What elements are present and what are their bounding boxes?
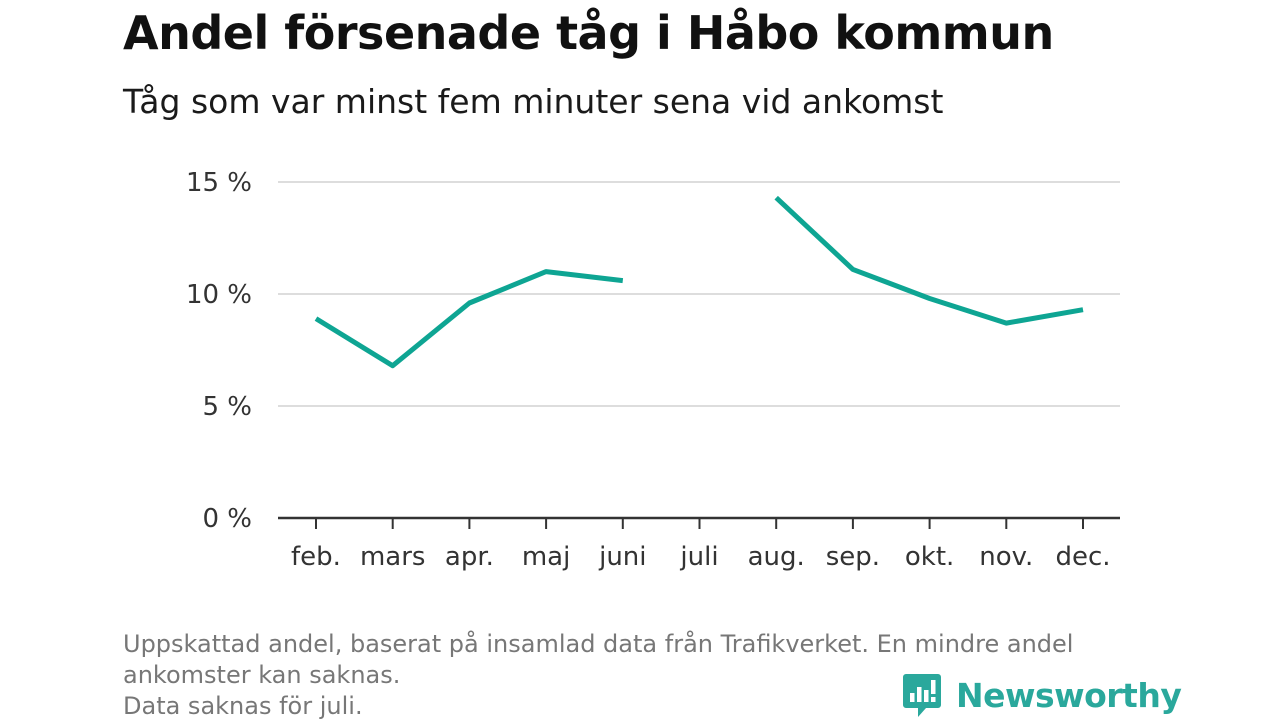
footnote-line: Data saknas för juli. <box>123 692 363 720</box>
x-tick-label: juni <box>598 542 646 572</box>
series-lines <box>314 195 1084 369</box>
logo-text: Newsworthy <box>956 675 1182 715</box>
newsworthy-logo: Newsworthy <box>902 670 1182 720</box>
series-line <box>314 269 624 369</box>
newsworthy-logo-icon <box>903 674 941 717</box>
x-tick-label: apr. <box>445 542 494 572</box>
x-tick-label: dec. <box>1055 542 1110 572</box>
line-chart: 0 % 5 % 10 % 15 % feb. mars apr. maj juni juli au… <box>186 168 1120 572</box>
x-tick-label: sep. <box>826 542 880 572</box>
series-line <box>774 195 1084 326</box>
x-tick-label: maj <box>522 542 570 572</box>
grid-lines <box>278 181 1120 407</box>
x-tick-label: okt. <box>905 542 954 572</box>
chart-subtitle: Tåg som var minst fem minuter sena vid a… <box>123 82 944 121</box>
footnote-line: Uppskattad andel, baserat på insamlad da… <box>123 630 1074 658</box>
y-tick-label: 5 % <box>202 392 252 422</box>
footnote-line: ankomster kan saknas. <box>123 661 401 689</box>
x-tick-label: nov. <box>979 542 1033 572</box>
y-tick-label: 10 % <box>186 280 252 310</box>
y-axis-ticks: 0 % 5 % 10 % 15 % <box>186 168 252 534</box>
y-tick-label: 0 % <box>202 504 252 534</box>
x-tick-label: mars <box>360 542 426 572</box>
x-axis-ticks: feb. mars apr. maj juni juli aug. sep. okt. nov. d… <box>291 518 1111 572</box>
footnote: Uppskattad andel, baserat på insamlad da… <box>123 629 1163 722</box>
x-tick-label: feb. <box>291 542 341 572</box>
y-tick-label: 15 % <box>186 168 252 198</box>
x-tick-label: juli <box>679 542 718 572</box>
x-tick-label: aug. <box>748 542 805 572</box>
chart-title: Andel försenade tåg i Håbo kommun <box>123 6 1054 60</box>
